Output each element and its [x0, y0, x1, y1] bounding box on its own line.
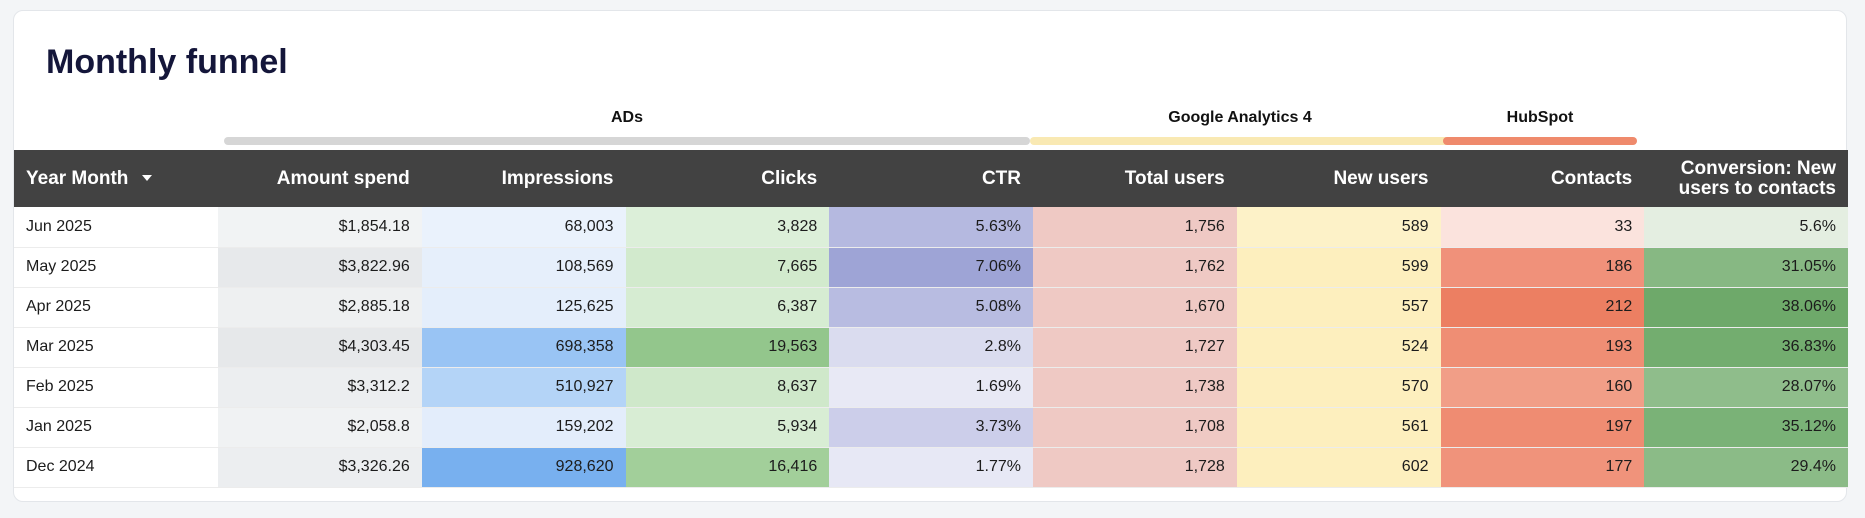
cell-amount-spend: $3,326.26: [218, 447, 422, 488]
sort-desc-icon[interactable]: [142, 175, 153, 182]
cell-year-month: Jun 2025: [14, 207, 218, 248]
table-row: Dec 2024 $3,326.26 928,620 16,416 1.77% 1,728…: [14, 447, 1848, 488]
cell-clicks: 7,665: [625, 247, 830, 288]
column-header-year-month[interactable]: Year Month: [14, 150, 218, 207]
column-header-contacts[interactable]: Contacts: [1440, 150, 1645, 207]
cell-impressions: 510,927: [421, 367, 626, 408]
cell-new-users: 602: [1236, 447, 1441, 488]
table-row: Jan 2025 $2,058.8 159,202 5,934 3.73% 1,708 56…: [14, 407, 1848, 448]
cell-amount-spend: $3,822.96: [218, 247, 422, 288]
table-header-row: Year Month Amount spend Impressions Clic…: [14, 150, 1848, 207]
cell-new-users: 561: [1236, 407, 1441, 448]
column-header-new-users[interactable]: New users: [1236, 150, 1441, 207]
column-header-amount-spend[interactable]: Amount spend: [218, 150, 422, 207]
funnel-card: Monthly funnel ADs Google Analytics 4 Hu…: [13, 10, 1848, 502]
cell-clicks: 3,828: [625, 207, 830, 248]
table-body: Jun 2025 $1,854.18 68,003 3,828 5.63% 1,756 58…: [14, 207, 1848, 488]
cell-total-users: 1,727: [1033, 327, 1237, 368]
cell-contacts: 177: [1440, 447, 1645, 488]
cell-conversion: 35.12%: [1644, 407, 1848, 448]
cell-amount-spend: $2,885.18: [218, 287, 422, 328]
column-header-label: Year Month: [26, 167, 129, 189]
cell-impressions: 928,620: [421, 447, 626, 488]
table-row: Feb 2025 $3,312.2 510,927 8,637 1.69% 1,738 57…: [14, 367, 1848, 408]
cell-total-users: 1,762: [1033, 247, 1237, 288]
cell-year-month: Jan 2025: [14, 407, 218, 448]
cell-ctr: 5.63%: [829, 207, 1033, 248]
cell-ctr: 2.8%: [829, 327, 1033, 368]
group-label-hubspot: HubSpot: [1506, 109, 1574, 126]
cell-conversion: 31.05%: [1644, 247, 1848, 288]
cell-total-users: 1,738: [1033, 367, 1237, 408]
cell-clicks: 19,563: [625, 327, 830, 368]
group-bar-hubspot: [1443, 137, 1637, 145]
cell-impressions: 698,358: [421, 327, 626, 368]
funnel-table: Year Month Amount spend Impressions Clic…: [14, 150, 1848, 488]
group-label-ga4: Google Analytics 4: [1168, 109, 1312, 126]
cell-year-month: Mar 2025: [14, 327, 218, 368]
cell-year-month: Dec 2024: [14, 447, 218, 488]
cell-new-users: 599: [1236, 247, 1441, 288]
cell-contacts: 212: [1440, 287, 1645, 328]
cell-ctr: 1.69%: [829, 367, 1033, 408]
column-header-total-users[interactable]: Total users: [1033, 150, 1237, 207]
group-header-ads: ADs: [224, 99, 1030, 145]
group-header-hubspot: HubSpot: [1443, 99, 1637, 145]
cell-contacts: 197: [1440, 407, 1645, 448]
cell-conversion: 38.06%: [1644, 287, 1848, 328]
cell-clicks: 5,934: [625, 407, 830, 448]
cell-total-users: 1,756: [1033, 207, 1237, 248]
cell-clicks: 8,637: [625, 367, 830, 408]
column-header-conversion[interactable]: Conversion: New users to contacts: [1644, 150, 1848, 207]
cell-ctr: 3.73%: [829, 407, 1033, 448]
cell-year-month: May 2025: [14, 247, 218, 288]
cell-new-users: 524: [1236, 327, 1441, 368]
cell-new-users: 557: [1236, 287, 1441, 328]
cell-contacts: 186: [1440, 247, 1645, 288]
cell-total-users: 1,708: [1033, 407, 1237, 448]
cell-conversion: 28.07%: [1644, 367, 1848, 408]
cell-contacts: 33: [1440, 207, 1645, 248]
cell-impressions: 68,003: [421, 207, 626, 248]
cell-ctr: 1.77%: [829, 447, 1033, 488]
cell-conversion: 29.4%: [1644, 447, 1848, 488]
cell-clicks: 16,416: [625, 447, 830, 488]
table-row: Mar 2025 $4,303.45 698,358 19,563 2.8% 1,727 5…: [14, 327, 1848, 368]
cell-impressions: 159,202: [421, 407, 626, 448]
table-row: May 2025 $3,822.96 108,569 7,665 7.06% 1,762 5…: [14, 247, 1848, 288]
cell-total-users: 1,728: [1033, 447, 1237, 488]
cell-new-users: 589: [1236, 207, 1441, 248]
table-row: Apr 2025 $2,885.18 125,625 6,387 5.08% 1,670 5…: [14, 287, 1848, 328]
cell-clicks: 6,387: [625, 287, 830, 328]
cell-contacts: 193: [1440, 327, 1645, 368]
cell-new-users: 570: [1236, 367, 1441, 408]
cell-conversion: 5.6%: [1644, 207, 1848, 248]
cell-amount-spend: $2,058.8: [218, 407, 422, 448]
table-row: Jun 2025 $1,854.18 68,003 3,828 5.63% 1,756 58…: [14, 207, 1848, 248]
group-header-ga4: Google Analytics 4: [1030, 99, 1450, 145]
cell-amount-spend: $1,854.18: [218, 207, 422, 248]
cell-contacts: 160: [1440, 367, 1645, 408]
column-header-ctr[interactable]: CTR: [829, 150, 1033, 207]
cell-impressions: 108,569: [421, 247, 626, 288]
cell-year-month: Apr 2025: [14, 287, 218, 328]
column-header-impressions[interactable]: Impressions: [421, 150, 626, 207]
group-bar-ga4: [1030, 137, 1450, 145]
cell-ctr: 5.08%: [829, 287, 1033, 328]
page-title: Monthly funnel: [46, 43, 288, 81]
cell-conversion: 36.83%: [1644, 327, 1848, 368]
group-label-ads: ADs: [610, 109, 643, 126]
cell-amount-spend: $3,312.2: [218, 367, 422, 408]
group-bar-ads: [224, 137, 1030, 145]
cell-ctr: 7.06%: [829, 247, 1033, 288]
cell-amount-spend: $4,303.45: [218, 327, 422, 368]
cell-total-users: 1,670: [1033, 287, 1237, 328]
column-header-clicks[interactable]: Clicks: [625, 150, 830, 207]
cell-impressions: 125,625: [421, 287, 626, 328]
cell-year-month: Feb 2025: [14, 367, 218, 408]
